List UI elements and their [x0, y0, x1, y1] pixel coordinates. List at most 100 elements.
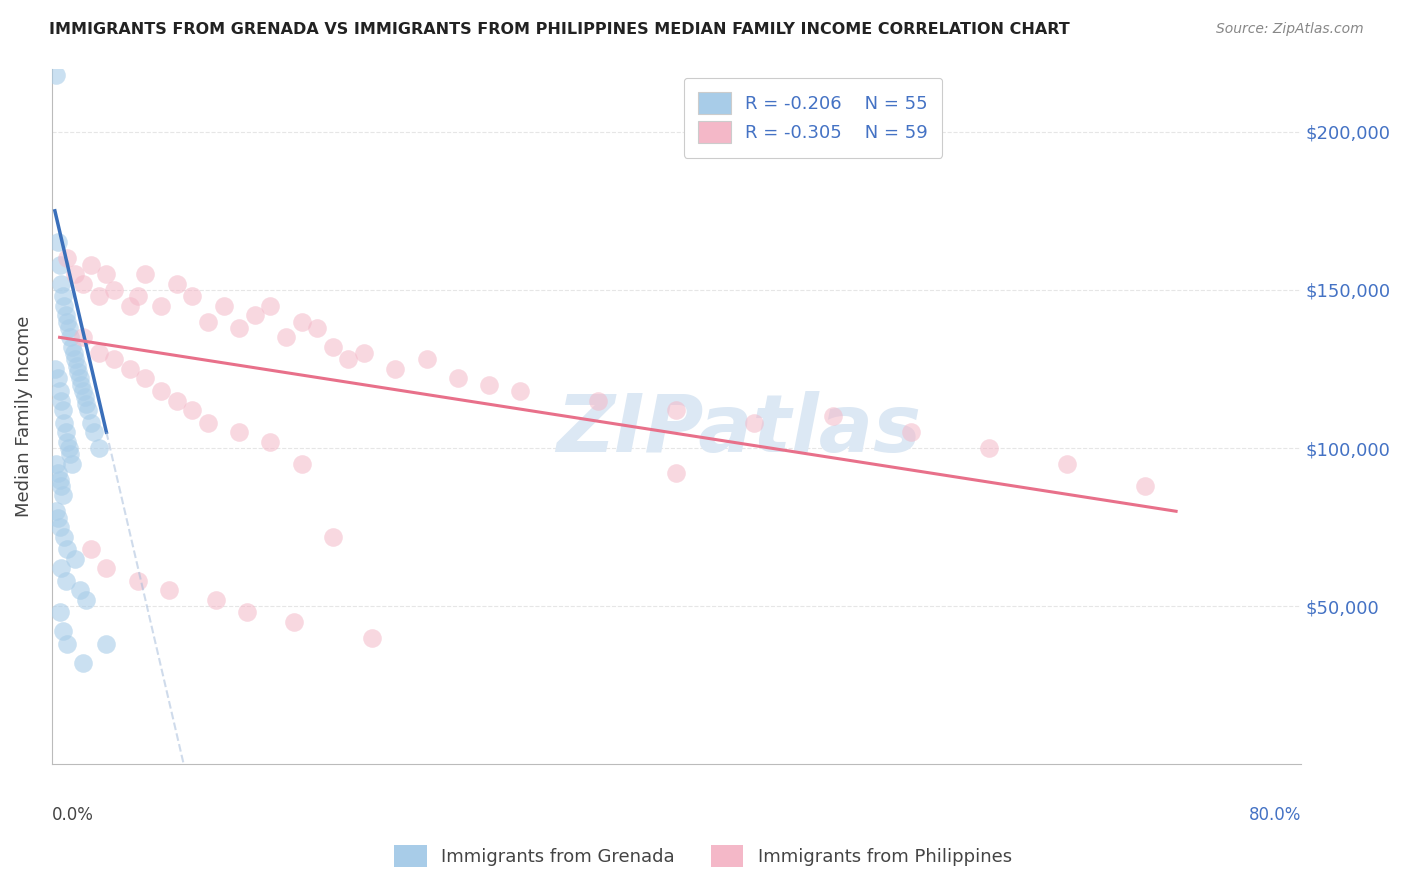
- Point: [291, 314, 314, 328]
- Point: [118, 299, 141, 313]
- Point: [53, 299, 76, 313]
- Point: [75, 592, 97, 607]
- Point: [60, 340, 83, 354]
- Point: [181, 403, 204, 417]
- Point: [134, 371, 156, 385]
- Point: [69, 583, 91, 598]
- Point: [166, 277, 188, 291]
- Point: [322, 340, 344, 354]
- Point: [59, 330, 82, 344]
- Point: [58, 321, 80, 335]
- Point: [45, 457, 67, 471]
- Point: [49, 561, 72, 575]
- Point: [72, 277, 94, 291]
- Point: [353, 346, 375, 360]
- Point: [197, 416, 219, 430]
- Point: [49, 479, 72, 493]
- Point: [103, 352, 125, 367]
- Point: [48, 473, 70, 487]
- Point: [665, 467, 688, 481]
- Point: [259, 434, 281, 449]
- Point: [83, 425, 105, 440]
- Point: [322, 530, 344, 544]
- Point: [588, 393, 610, 408]
- Point: [96, 267, 118, 281]
- Text: ZIPatlas: ZIPatlas: [557, 392, 921, 469]
- Point: [63, 551, 86, 566]
- Point: [157, 583, 180, 598]
- Point: [52, 289, 75, 303]
- Point: [46, 510, 69, 524]
- Point: [67, 365, 90, 379]
- Point: [52, 624, 75, 639]
- Point: [52, 403, 75, 417]
- Text: IMMIGRANTS FROM GRENADA VS IMMIGRANTS FROM PHILIPPINES MEDIAN FAMILY INCOME CORR: IMMIGRANTS FROM GRENADA VS IMMIGRANTS FR…: [49, 22, 1070, 37]
- Point: [56, 434, 79, 449]
- Point: [55, 308, 77, 322]
- Point: [46, 235, 69, 250]
- Point: [259, 299, 281, 313]
- Point: [127, 574, 149, 588]
- Point: [53, 530, 76, 544]
- Point: [46, 371, 69, 385]
- Point: [228, 321, 250, 335]
- Point: [478, 377, 501, 392]
- Point: [48, 520, 70, 534]
- Point: [80, 416, 103, 430]
- Point: [58, 441, 80, 455]
- Point: [977, 441, 1000, 455]
- Point: [900, 425, 922, 440]
- Point: [69, 371, 91, 385]
- Point: [228, 425, 250, 440]
- Text: Source: ZipAtlas.com: Source: ZipAtlas.com: [1216, 22, 1364, 37]
- Point: [1056, 457, 1078, 471]
- Text: 80.0%: 80.0%: [1249, 806, 1301, 824]
- Point: [72, 330, 94, 344]
- Point: [62, 346, 84, 360]
- Text: 0.0%: 0.0%: [52, 806, 94, 824]
- Point: [665, 403, 688, 417]
- Y-axis label: Median Family Income: Median Family Income: [15, 316, 32, 517]
- Point: [44, 362, 66, 376]
- Point: [821, 409, 844, 424]
- Point: [72, 384, 94, 398]
- Point: [307, 321, 329, 335]
- Point: [204, 592, 226, 607]
- Point: [73, 391, 96, 405]
- Point: [56, 542, 79, 557]
- Point: [49, 277, 72, 291]
- Point: [53, 416, 76, 430]
- Point: [59, 447, 82, 461]
- Point: [48, 384, 70, 398]
- Legend: Immigrants from Grenada, Immigrants from Philippines: Immigrants from Grenada, Immigrants from…: [387, 838, 1019, 874]
- Point: [360, 631, 382, 645]
- Point: [72, 656, 94, 670]
- Point: [134, 267, 156, 281]
- Point: [49, 393, 72, 408]
- Point: [127, 289, 149, 303]
- Point: [447, 371, 470, 385]
- Point: [55, 425, 77, 440]
- Point: [337, 352, 360, 367]
- Point: [87, 289, 110, 303]
- Point: [55, 574, 77, 588]
- Point: [96, 637, 118, 651]
- Point: [87, 346, 110, 360]
- Point: [66, 359, 89, 373]
- Point: [212, 299, 235, 313]
- Point: [76, 403, 98, 417]
- Point: [150, 384, 173, 398]
- Point: [60, 457, 83, 471]
- Point: [63, 352, 86, 367]
- Point: [75, 397, 97, 411]
- Point: [80, 258, 103, 272]
- Point: [236, 606, 259, 620]
- Point: [96, 561, 118, 575]
- Point: [197, 314, 219, 328]
- Point: [118, 362, 141, 376]
- Point: [45, 504, 67, 518]
- Legend: R = -0.206    N = 55, R = -0.305    N = 59: R = -0.206 N = 55, R = -0.305 N = 59: [683, 78, 942, 158]
- Point: [87, 441, 110, 455]
- Point: [103, 283, 125, 297]
- Point: [48, 606, 70, 620]
